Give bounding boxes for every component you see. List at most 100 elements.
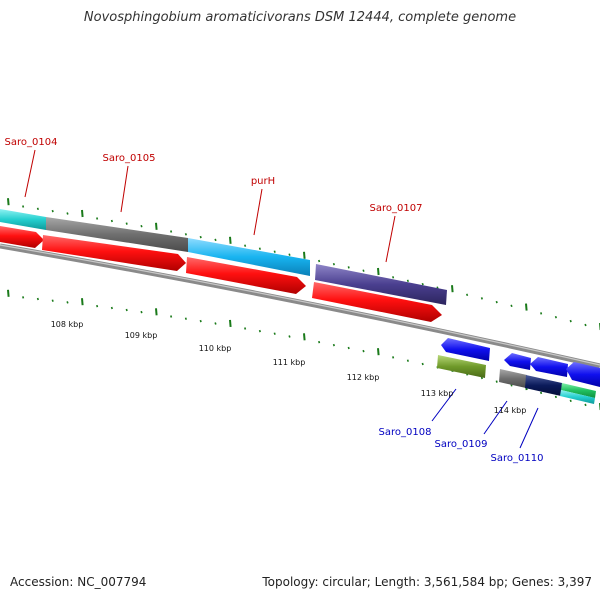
leader-saro-0110 — [519, 407, 539, 449]
outer-tick-minor-22 — [332, 262, 335, 266]
forward-strand-genes — [0, 209, 447, 322]
gene-saro-0105-track-block — [46, 217, 188, 252]
genome-backbone-highlight — [0, 244, 600, 366]
genome-summary-text: Topology: circular; Length: 3,561,584 bp… — [262, 575, 592, 589]
inner-tick-ring — [7, 289, 600, 411]
scale-label-110-kbp: 110 kbp — [199, 344, 232, 353]
inner-tick-minor-33 — [495, 380, 498, 383]
outer-tick-minor-18 — [273, 250, 276, 253]
gene-next-track-block-green — [561, 383, 596, 398]
outer-tick-minor-39 — [584, 323, 587, 327]
outer-tick-minor-28 — [421, 282, 424, 286]
inner-tick-minor-37 — [554, 395, 557, 399]
leader-purh — [253, 188, 263, 236]
gene-saro-0104-track-block — [0, 209, 46, 230]
gene-label-saro-0105[interactable]: Saro_0105 — [103, 153, 156, 164]
inner-tick-minor-7 — [110, 306, 113, 310]
reverse-strand-genes — [437, 338, 600, 404]
scale-label-112-kbp: 112 kbp — [347, 373, 380, 382]
gene-saro-0108-track-block — [437, 355, 486, 378]
gene-label-saro-0104[interactable]: Saro_0104 — [5, 137, 58, 148]
inner-tick-minor-22 — [332, 343, 335, 347]
inner-tick-major-15 — [229, 319, 232, 327]
outer-tick-major-15 — [229, 236, 232, 244]
gene-saro-0109-track-block — [499, 369, 527, 388]
scale-label-108-kbp: 108 kbp — [51, 320, 84, 329]
inner-tick-minor-11 — [170, 315, 173, 318]
gene-label-saro-0108[interactable]: Saro_0108 — [379, 427, 432, 438]
outer-tick-minor-13 — [199, 235, 202, 239]
leader-saro-0107 — [385, 215, 396, 263]
gene-label-saro-0107[interactable]: Saro_0107 — [370, 203, 423, 214]
inner-tick-minor-32 — [480, 376, 483, 380]
outer-tick-minor-32 — [480, 297, 483, 300]
leader-saro-0104 — [24, 149, 36, 198]
inner-tick-minor-36 — [540, 391, 543, 395]
outer-tick-major-0 — [7, 198, 10, 206]
inner-tick-minor-39 — [584, 403, 587, 407]
gene-label-saro-0110[interactable]: Saro_0110 — [491, 453, 544, 464]
outer-tick-minor-4 — [66, 212, 69, 215]
inner-tick-major-5 — [81, 298, 84, 306]
outer-tick-minor-34 — [510, 304, 513, 308]
gene-saro-0108-arrow — [441, 338, 490, 361]
outer-tick-minor-6 — [96, 217, 99, 220]
outer-tick-minor-7 — [110, 219, 113, 223]
leader-saro-0105 — [120, 165, 129, 213]
gene-next-arrow — [566, 362, 600, 387]
inner-tick-major-0 — [7, 289, 10, 297]
outer-tick-major-10 — [155, 222, 158, 230]
inner-tick-minor-3 — [51, 299, 54, 302]
inner-tick-minor-14 — [214, 322, 217, 325]
inner-tick-minor-27 — [406, 359, 409, 362]
inner-tick-minor-28 — [421, 362, 424, 366]
accession-text: Accession: NC_007794 — [10, 575, 147, 589]
outer-tick-major-25 — [377, 267, 380, 276]
gene-saro-0104-arrow — [0, 226, 44, 248]
outer-tick-major-5 — [81, 209, 84, 218]
outer-tick-ring — [7, 198, 600, 331]
outer-tick-minor-16 — [244, 244, 247, 247]
leader-saro-0109 — [483, 400, 508, 435]
scale-label-111-kbp: 111 kbp — [273, 358, 306, 367]
outer-tick-minor-2 — [36, 207, 39, 211]
backbone-group — [0, 243, 600, 369]
inner-tick-minor-24 — [362, 349, 365, 353]
outer-tick-minor-24 — [362, 269, 365, 272]
inner-tick-minor-12 — [184, 317, 187, 320]
gene-label-saro-0109[interactable]: Saro_0109 — [435, 439, 488, 450]
inner-tick-minor-2 — [36, 297, 39, 301]
inner-tick-minor-4 — [66, 301, 69, 304]
outer-tick-minor-11 — [170, 230, 173, 233]
gene-label-leaders — [24, 149, 539, 449]
outer-tick-minor-23 — [347, 266, 350, 269]
gene-label-purh[interactable]: purH — [251, 176, 275, 187]
gene-labels: Saro_0104 Saro_0105 purH Saro_0107 Saro_… — [5, 137, 544, 464]
inner-tick-minor-1 — [22, 296, 25, 299]
outer-tick-minor-9 — [140, 224, 143, 228]
outer-tick-minor-12 — [184, 233, 187, 236]
outer-tick-minor-14 — [214, 238, 217, 242]
genome-backbone — [0, 243, 600, 369]
outer-tick-minor-36 — [540, 312, 543, 315]
outer-tick-minor-37 — [554, 315, 557, 319]
outer-tick-minor-8 — [125, 222, 128, 225]
inner-tick-major-25 — [377, 348, 380, 356]
outer-tick-minor-19 — [288, 253, 291, 256]
gene-saro-0105-arrow — [42, 235, 186, 271]
outer-tick-major-30 — [451, 285, 454, 293]
inner-tick-minor-8 — [125, 308, 128, 312]
inner-tick-minor-9 — [140, 310, 143, 314]
inner-tick-minor-18 — [273, 332, 276, 335]
outer-tick-minor-3 — [51, 209, 54, 213]
outer-tick-major-20 — [303, 251, 306, 259]
inner-tick-minor-13 — [199, 319, 202, 323]
outer-tick-minor-1 — [22, 205, 25, 208]
inner-tick-minor-26 — [392, 356, 395, 359]
scale-label-109-kbp: 109 kbp — [125, 331, 158, 340]
gene-saro-0107-arrow — [312, 282, 442, 322]
gene-saro-0109-arrow — [504, 353, 531, 370]
outer-tick-minor-17 — [258, 247, 261, 250]
